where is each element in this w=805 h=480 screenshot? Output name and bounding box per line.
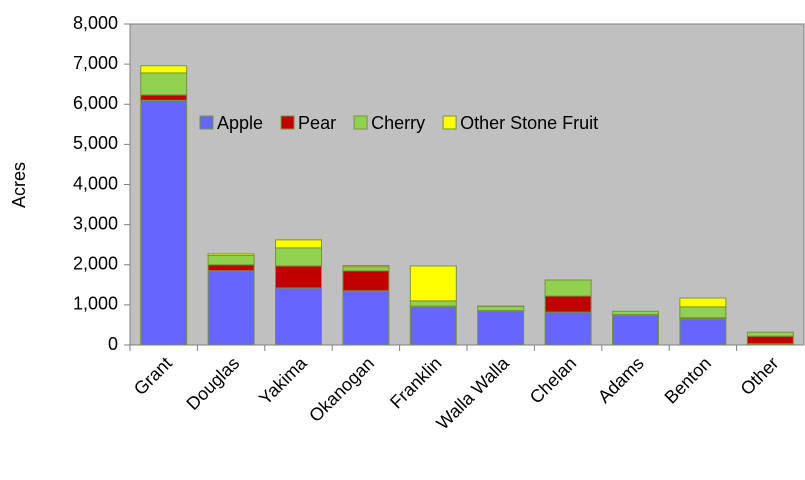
bar-segment (410, 301, 456, 306)
y-tick-label: 2,000 (73, 254, 118, 274)
y-tick-label: 7,000 (73, 53, 118, 73)
bar-segment (613, 315, 659, 345)
bar-segment (276, 266, 322, 288)
legend-label: Apple (217, 113, 263, 133)
bar-segment (141, 100, 187, 345)
bar-segment (545, 280, 591, 296)
bar-segment (680, 298, 726, 307)
bar-segment (208, 256, 254, 265)
x-tick-label: Yakima (255, 352, 311, 408)
bar-segment (343, 266, 389, 267)
legend-swatch (281, 116, 294, 129)
y-tick-label: 8,000 (73, 13, 118, 33)
bar-segment (276, 248, 322, 266)
bar-segment (680, 307, 726, 318)
bar-segment (343, 267, 389, 271)
bar-segment (208, 254, 254, 256)
bar-segment (276, 288, 322, 345)
bar-segment (613, 311, 659, 314)
x-tick-label: Grant (130, 353, 176, 399)
legend-label: Other Stone Fruit (460, 113, 598, 133)
legend-swatch (200, 116, 213, 129)
x-tick-label: Okanogan (305, 353, 378, 426)
bar-segment (141, 66, 187, 73)
y-tick-label: 4,000 (73, 173, 118, 193)
bar-segment (545, 312, 591, 345)
bar-segment (208, 265, 254, 271)
y-tick-label: 5,000 (73, 133, 118, 153)
bar-segment (478, 306, 524, 310)
bar-segment (680, 319, 726, 345)
x-tick-label: Franklin (386, 353, 445, 412)
x-tick-label: Chelan (526, 353, 580, 407)
x-tick-label: Other (737, 353, 783, 399)
bar-segment (208, 271, 254, 345)
legend-swatch (354, 116, 367, 129)
bar-segment (141, 95, 187, 100)
bar-segment (343, 271, 389, 291)
bar-segment (747, 336, 793, 344)
bar-segment (747, 332, 793, 336)
bar-segment (343, 291, 389, 345)
x-tick-label: Walla Walla (432, 352, 513, 433)
bar-segment (545, 296, 591, 312)
legend-swatch (443, 116, 456, 129)
legend-label: Cherry (371, 113, 425, 133)
x-tick-label: Douglas (182, 353, 243, 414)
y-tick-label: 1,000 (73, 294, 118, 314)
y-tick-label: 0 (108, 334, 118, 354)
bar-segment (410, 266, 456, 301)
y-tick-label: 6,000 (73, 93, 118, 113)
bar-segment (478, 311, 524, 345)
bar-segment (410, 307, 456, 345)
x-tick-label: Benton (661, 353, 715, 407)
bar-segment (141, 73, 187, 95)
y-tick-label: 3,000 (73, 213, 118, 233)
bar-segment (276, 240, 322, 248)
legend-label: Pear (298, 113, 336, 133)
x-tick-label: Adams (594, 353, 648, 407)
y-axis-label: Acres (9, 162, 29, 208)
